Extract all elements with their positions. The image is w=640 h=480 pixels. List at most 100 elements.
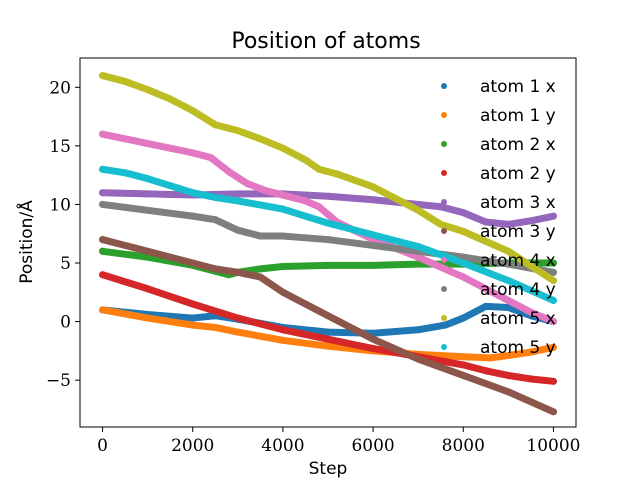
y-tick-label: 5 bbox=[60, 254, 71, 274]
series-atom-5-x bbox=[99, 72, 557, 285]
data-point bbox=[459, 209, 467, 217]
data-point bbox=[144, 86, 152, 94]
legend-label: atom 5 x bbox=[480, 309, 556, 329]
legend-item-atom-3-x: atom 3 x bbox=[441, 193, 556, 213]
data-point bbox=[234, 328, 242, 336]
series-atom-3-y bbox=[99, 236, 557, 416]
data-point bbox=[211, 323, 219, 331]
data-point bbox=[437, 203, 445, 211]
data-point bbox=[459, 371, 467, 379]
legend-marker bbox=[441, 286, 447, 292]
legend-label: atom 5 y bbox=[480, 338, 556, 358]
data-point bbox=[99, 200, 107, 208]
data-point bbox=[414, 326, 422, 334]
data-point bbox=[144, 190, 152, 198]
data-point bbox=[504, 247, 512, 255]
data-point bbox=[99, 165, 107, 173]
data-point bbox=[234, 197, 242, 205]
data-point bbox=[99, 271, 107, 279]
series-trail-atom-5-x bbox=[99, 72, 557, 285]
data-point bbox=[189, 259, 197, 267]
data-point bbox=[189, 321, 197, 329]
series-trail-atom-5-y bbox=[99, 165, 557, 304]
data-point bbox=[211, 216, 219, 224]
data-point bbox=[549, 212, 557, 220]
data-point bbox=[189, 149, 197, 157]
data-point bbox=[369, 196, 377, 204]
data-point bbox=[256, 273, 264, 281]
x-tick-label: 0 bbox=[97, 436, 108, 456]
data-point bbox=[189, 189, 197, 197]
data-point bbox=[414, 243, 422, 251]
data-point bbox=[144, 175, 152, 183]
legend-item-atom-2-x: atom 2 x bbox=[441, 135, 556, 155]
data-point bbox=[333, 170, 341, 178]
data-point bbox=[369, 241, 377, 249]
x-tick-label: 8000 bbox=[442, 436, 485, 456]
data-point bbox=[324, 261, 332, 269]
data-point bbox=[324, 328, 332, 336]
data-point bbox=[99, 247, 107, 255]
data-point bbox=[459, 314, 467, 322]
data-point bbox=[211, 121, 219, 129]
x-tick-label: 10000 bbox=[526, 436, 580, 456]
legend-item-atom-5-y: atom 5 y bbox=[441, 338, 556, 358]
legend-item-atom-1-x: atom 1 x bbox=[441, 77, 556, 97]
data-point bbox=[527, 375, 535, 383]
data-point bbox=[324, 312, 332, 320]
data-point bbox=[324, 219, 332, 227]
data-point bbox=[211, 265, 219, 273]
data-point bbox=[189, 212, 197, 220]
legend-label: atom 2 y bbox=[480, 164, 556, 184]
data-point bbox=[549, 268, 557, 276]
legend-item-atom-3-y: atom 3 y bbox=[441, 222, 556, 242]
data-point bbox=[121, 169, 129, 177]
data-point bbox=[414, 355, 422, 363]
legend-label: atom 4 x bbox=[480, 251, 556, 271]
data-point bbox=[549, 408, 557, 416]
plot-area bbox=[99, 72, 557, 416]
chart-title: Position of atoms bbox=[231, 29, 420, 54]
legend-marker bbox=[441, 199, 447, 205]
data-point bbox=[166, 144, 174, 152]
data-point bbox=[369, 335, 377, 343]
data-point bbox=[414, 206, 422, 214]
data-point bbox=[504, 220, 512, 228]
y-tick-label: 0 bbox=[60, 313, 71, 333]
data-point bbox=[261, 186, 269, 194]
series-atom-5-y bbox=[99, 165, 557, 304]
data-point bbox=[211, 193, 219, 201]
legend-label: atom 3 x bbox=[480, 193, 556, 213]
y-axis: −5 0 5 10 15 20 bbox=[46, 78, 80, 391]
data-point bbox=[527, 348, 535, 356]
data-point bbox=[234, 127, 242, 135]
data-point bbox=[441, 321, 449, 329]
data-point bbox=[459, 273, 467, 281]
data-point bbox=[527, 217, 535, 225]
x-axis: 0 2000 4000 6000 8000 10000 bbox=[97, 427, 581, 456]
data-point bbox=[99, 306, 107, 314]
data-point bbox=[504, 277, 512, 285]
y-axis-label: Position/Å bbox=[15, 200, 37, 284]
data-point bbox=[189, 300, 197, 308]
data-point bbox=[243, 179, 251, 187]
legend-item-atom-2-y: atom 2 y bbox=[441, 164, 556, 184]
data-point bbox=[301, 197, 309, 205]
data-point bbox=[279, 263, 287, 271]
data-point bbox=[504, 371, 512, 379]
data-point bbox=[279, 232, 287, 240]
data-point bbox=[459, 361, 467, 369]
data-point bbox=[189, 107, 197, 115]
data-point bbox=[279, 326, 287, 334]
data-point bbox=[324, 342, 332, 350]
legend-marker bbox=[441, 344, 447, 350]
data-point bbox=[166, 95, 174, 103]
data-point bbox=[527, 308, 535, 316]
data-point bbox=[234, 226, 242, 234]
data-point bbox=[504, 352, 512, 360]
data-point bbox=[99, 130, 107, 138]
data-point bbox=[99, 189, 107, 197]
data-point bbox=[207, 154, 215, 162]
data-point bbox=[166, 182, 174, 190]
data-point bbox=[256, 232, 264, 240]
